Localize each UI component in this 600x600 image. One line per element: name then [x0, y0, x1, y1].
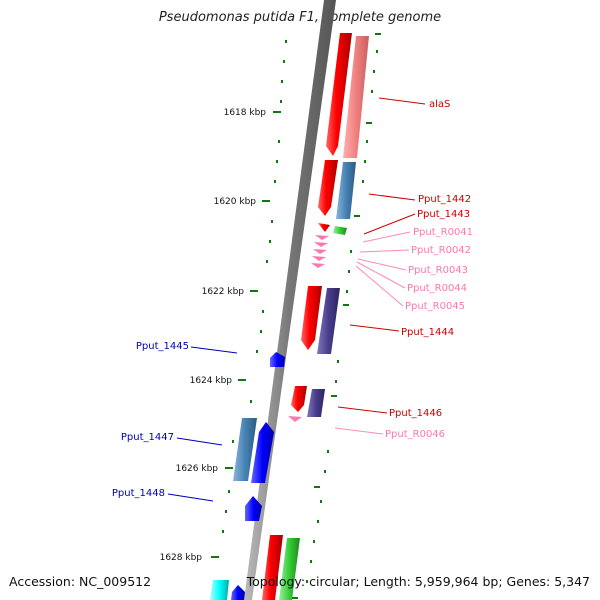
scale-tick-labels: 1618 kbp 1620 kbp 1622 kbp 1624 kbp 1626…	[160, 108, 267, 563]
label-Pput_R0041[interactable]: Pput_R0041	[413, 227, 473, 238]
gene-Pput_1443-gene[interactable]	[333, 226, 347, 235]
label-Pput_R0044[interactable]: Pput_R0044	[407, 283, 467, 294]
genome-summary: Topology: circular; Length: 5,959,964 bp…	[246, 574, 590, 589]
gene-Pput_1442-cds[interactable]	[318, 160, 338, 216]
gene-Pput_1446-cds[interactable]	[291, 386, 307, 412]
trna-Pput_R0044[interactable]	[312, 256, 326, 261]
label-alaS[interactable]: alaS	[429, 99, 450, 110]
label-Pput_R0043[interactable]: Pput_R0043	[408, 265, 468, 276]
scale-tick-label: 1620 kbp	[214, 197, 257, 207]
gene-Pput_1448-cds[interactable]	[245, 496, 262, 521]
scale-tick-label: 1628 kbp	[160, 553, 203, 563]
gene-Pput_1444-gene[interactable]	[317, 288, 340, 354]
gene-Pput_1443-cds[interactable]	[318, 223, 330, 232]
map-title: Pseudomonas putida F1, complete genome	[158, 10, 442, 25]
reverse-strand-features	[210, 352, 285, 600]
scale-tick-label: 1624 kbp	[190, 376, 233, 386]
gene-Pput_1446-gene[interactable]	[307, 389, 325, 417]
label-Pput_R0046[interactable]: Pput_R0046	[385, 429, 445, 440]
label-Pput_R0045[interactable]: Pput_R0045	[405, 301, 465, 312]
rrna-cds-red[interactable]	[262, 535, 283, 600]
label-Pput_1447[interactable]: Pput_1447	[121, 432, 174, 443]
gene-Pput_1447-cds[interactable]	[251, 422, 274, 483]
gene-cyan-feature[interactable]	[210, 580, 229, 600]
accession-label: Accession: NC_009512	[9, 574, 152, 589]
scale-tick-label: 1622 kbp	[202, 287, 245, 297]
trna-Pput_R0042[interactable]	[314, 242, 328, 247]
gene-Pput_1447-gene[interactable]	[233, 418, 257, 481]
gene-Pput_1442-gene[interactable]	[336, 162, 356, 219]
gene-Pput_1444-cds[interactable]	[301, 286, 322, 350]
gene-alaS-gene[interactable]	[343, 36, 369, 158]
label-leader-lines	[167, 97, 426, 502]
forward-strand-features	[262, 33, 369, 600]
label-Pput_1443[interactable]: Pput_1443	[417, 209, 470, 220]
outer-track-dashes	[292, 33, 381, 599]
gene-blue-feature-bottom[interactable]	[231, 585, 245, 600]
label-Pput_1448[interactable]: Pput_1448	[112, 488, 165, 499]
label-Pput_R0042[interactable]: Pput_R0042	[411, 245, 471, 256]
guide-dots-outer	[306, 50, 378, 583]
gene-Pput_1445-cds[interactable]	[270, 352, 285, 367]
gene-labels: alaS Pput_1442 Pput_1443 Pput_R0041 Pput…	[112, 99, 473, 499]
scale-tick-label: 1626 kbp	[176, 464, 219, 474]
label-Pput_1444[interactable]: Pput_1444	[401, 327, 454, 338]
scale-tick-marks	[211, 111, 281, 558]
rrna-gene-green[interactable]	[279, 538, 300, 600]
trna-Pput_R0041[interactable]	[315, 235, 329, 240]
scale-tick-label: 1618 kbp	[224, 108, 267, 118]
gene-alaS-cds[interactable]	[326, 33, 352, 156]
label-Pput_1446[interactable]: Pput_1446	[389, 408, 442, 419]
label-Pput_1442[interactable]: Pput_1442	[418, 194, 471, 205]
trna-Pput_R0046[interactable]	[288, 416, 302, 422]
label-Pput_1445[interactable]: Pput_1445	[136, 341, 189, 352]
trna-Pput_R0045[interactable]	[311, 263, 325, 268]
trna-Pput_R0043[interactable]	[313, 249, 327, 254]
